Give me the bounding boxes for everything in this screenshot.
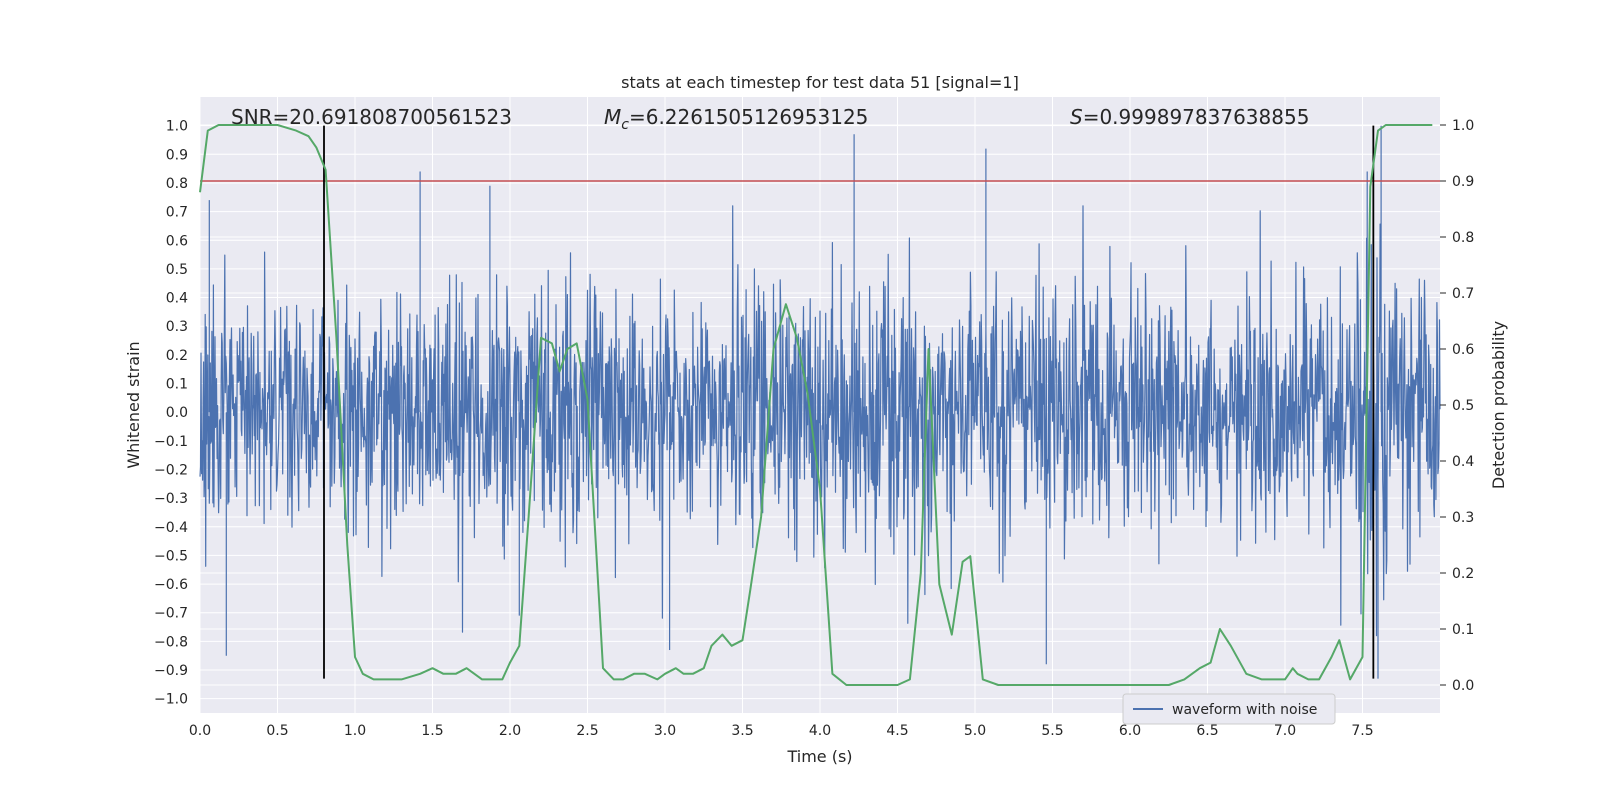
chart-title: stats at each timestep for test data 51 … [621,73,1019,92]
y-right-tick-label: 0.5 [1452,398,1474,414]
y-tick-label: −0.8 [154,634,188,650]
chirp-mass-value: =6.2261505126953125 [629,105,868,129]
legend-box [1122,693,1336,725]
x-tick-label: 6.0 [1119,723,1141,739]
chirp-mass-annotation: Mc=6.2261505126953125 [604,105,868,133]
y-tick-label: 0.9 [166,147,188,163]
x-axis-label: Time (s) [786,747,852,766]
score-annotation: S=0.999897837638855 [1070,105,1309,129]
y-tick-label: 0.5 [166,262,188,278]
y-axis-label-left: Whitened strain [124,341,143,468]
score-symbol: S [1070,105,1083,129]
score-value: =0.999897837638855 [1083,105,1310,129]
y-axis-label-right: Detection probability [1489,321,1508,489]
y-right-tick-label: 0.1 [1452,622,1474,638]
x-tick-label: 1.5 [421,723,443,739]
waveform-trace [199,125,1441,679]
legend-label: waveform with noise [1172,702,1317,718]
x-tick-label: 4.0 [809,723,831,739]
y-tick-label: −0.5 [154,548,188,564]
gridlines [199,97,1440,713]
y-tick-label: 0.1 [166,377,188,393]
y-right-tick-label: 0.8 [1452,230,1474,246]
x-tick-label: 7.0 [1274,723,1296,739]
x-tick-label: 2.0 [499,723,521,739]
y-tick-label: 0.2 [166,348,188,364]
probability-series [199,124,1433,686]
y-tick-label: −0.6 [154,577,188,593]
snr-annotation: SNR=20.691808700561523 [231,105,512,129]
y-tick-label: −0.2 [154,462,188,478]
y-right-tick-label: 0.2 [1452,566,1474,582]
chirp-mass-symbol: M [604,105,621,129]
y-right-tick-label: 0.0 [1452,678,1474,694]
y-right-tick-label: 0.4 [1452,454,1474,470]
y-tick-label: 0.0 [166,405,188,421]
x-tick-label: 3.5 [731,723,753,739]
y-tick-label: −0.9 [154,663,188,679]
x-tick-label: 3.0 [654,723,676,739]
y-tick-label: −1.0 [154,692,188,708]
y-tick-label: −0.1 [154,434,188,450]
x-tick-label: 6.5 [1196,723,1218,739]
y-tick-label: 0.3 [166,319,188,335]
y-tick-label: −0.3 [154,491,188,507]
overlay-lines [200,125,1440,679]
y-tick-label: 0.4 [166,291,188,307]
y-tick-label: 1.0 [166,119,188,135]
y-right-tick-label: 0.9 [1452,174,1474,190]
y-tick-label: 0.7 [166,205,188,221]
x-tick-label: 4.5 [886,723,908,739]
x-tick-label: 0.5 [266,723,288,739]
y-tick-label: 0.8 [166,176,188,192]
y-right-tick-label: 1.0 [1452,118,1474,134]
x-tick-label: 1.0 [344,723,366,739]
x-tick-label: 5.5 [1041,723,1063,739]
y-axis-ticks-right: 1.0 0.9 0.8 0.7 0.6 0.5 0.4 0.3 0.2 0.1 0.0 [1440,118,1474,694]
y-right-tick-label: 0.3 [1452,510,1474,526]
y-axis-ticks-left: 1.0 0.9 0.8 0.7 0.6 0.5 0.4 0.3 0.2 0.1 0.0 −0.1 −0.… [154,119,188,708]
x-tick-label: 2.5 [576,723,598,739]
x-tick-label: 5.0 [964,723,986,739]
y-tick-label: −0.7 [154,606,188,622]
legend: waveform with noise [1122,693,1336,725]
y-right-tick-label: 0.6 [1452,342,1474,358]
chirp-mass-subscript: c [621,117,629,133]
x-axis-ticks: 0.0 0.5 1.0 1.5 2.0 2.5 3.0 3.5 4.0 4.5 5.0 5.5 6.0 6… [189,723,1374,739]
y-tick-label: −0.4 [154,520,188,536]
y-tick-label: 0.6 [166,233,188,249]
waveform-series [199,125,1441,679]
x-tick-label: 7.5 [1351,723,1373,739]
x-tick-label: 0.0 [189,723,211,739]
y-right-tick-label: 0.7 [1452,286,1474,302]
